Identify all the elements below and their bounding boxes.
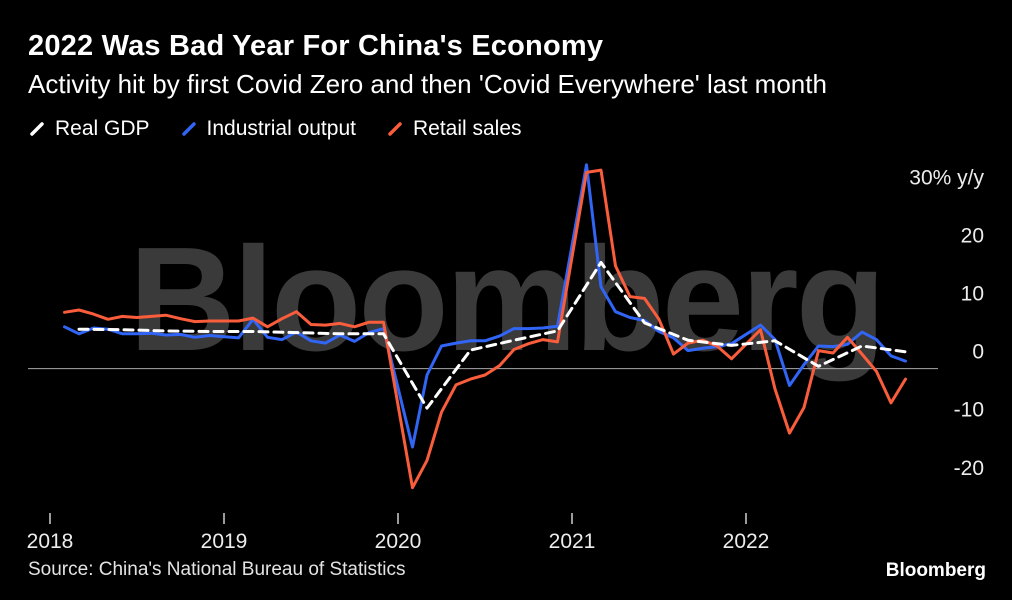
y-axis-label: 0: [972, 341, 984, 364]
chart-area: Bloomberg 2018 2019 2020 2021 2022 30% y/y 20 1…: [0, 138, 1012, 568]
x-axis-label: 2018: [27, 530, 74, 553]
retail-sales-line-swatch-icon: [386, 120, 404, 138]
industrial-output-line-swatch-icon: [180, 120, 198, 138]
real-gdp-line-swatch-icon: [28, 120, 46, 138]
y-axis-label: 20: [961, 225, 984, 248]
bloomberg-logo: Bloomberg: [885, 560, 986, 581]
line-chart: 2018 2019 2020 2021 2022 30% y/y 20 10 0 -10 -20: [27, 163, 984, 553]
y-axis-label: -10: [954, 399, 984, 422]
bloomberg-watermark: Bloomberg: [128, 217, 886, 382]
x-axis-label: 2022: [723, 530, 770, 553]
series-line-real-gdp: [77, 260, 907, 410]
y-axis-label: 30% y/y: [909, 167, 984, 190]
series-line-retail-sales: [63, 168, 907, 490]
legend-item-real-gdp: Real GDP: [28, 117, 150, 141]
legend-label-industrial-output: Industrial output: [206, 117, 356, 140]
legend-label-retail-sales: Retail sales: [412, 117, 522, 140]
legend-item-industrial-output: Industrial output: [180, 117, 356, 141]
chart-title: 2022 Was Bad Year For China's Economy: [28, 30, 604, 62]
x-axis-label: 2021: [549, 530, 596, 553]
legend-item-retail-sales: Retail sales: [386, 117, 522, 141]
y-axis-label: -20: [954, 457, 984, 480]
x-axis-label: 2020: [375, 530, 422, 553]
x-axis-label: 2019: [201, 530, 248, 553]
y-axis-label: 10: [961, 283, 984, 306]
legend-label-real-gdp: Real GDP: [55, 117, 150, 140]
source-note: Source: China's National Bureau of Stati…: [28, 559, 406, 580]
legend: Real GDP Industrial output Retail sales: [28, 117, 522, 141]
chart-subtitle: Activity hit by first Covid Zero and the…: [28, 69, 827, 99]
